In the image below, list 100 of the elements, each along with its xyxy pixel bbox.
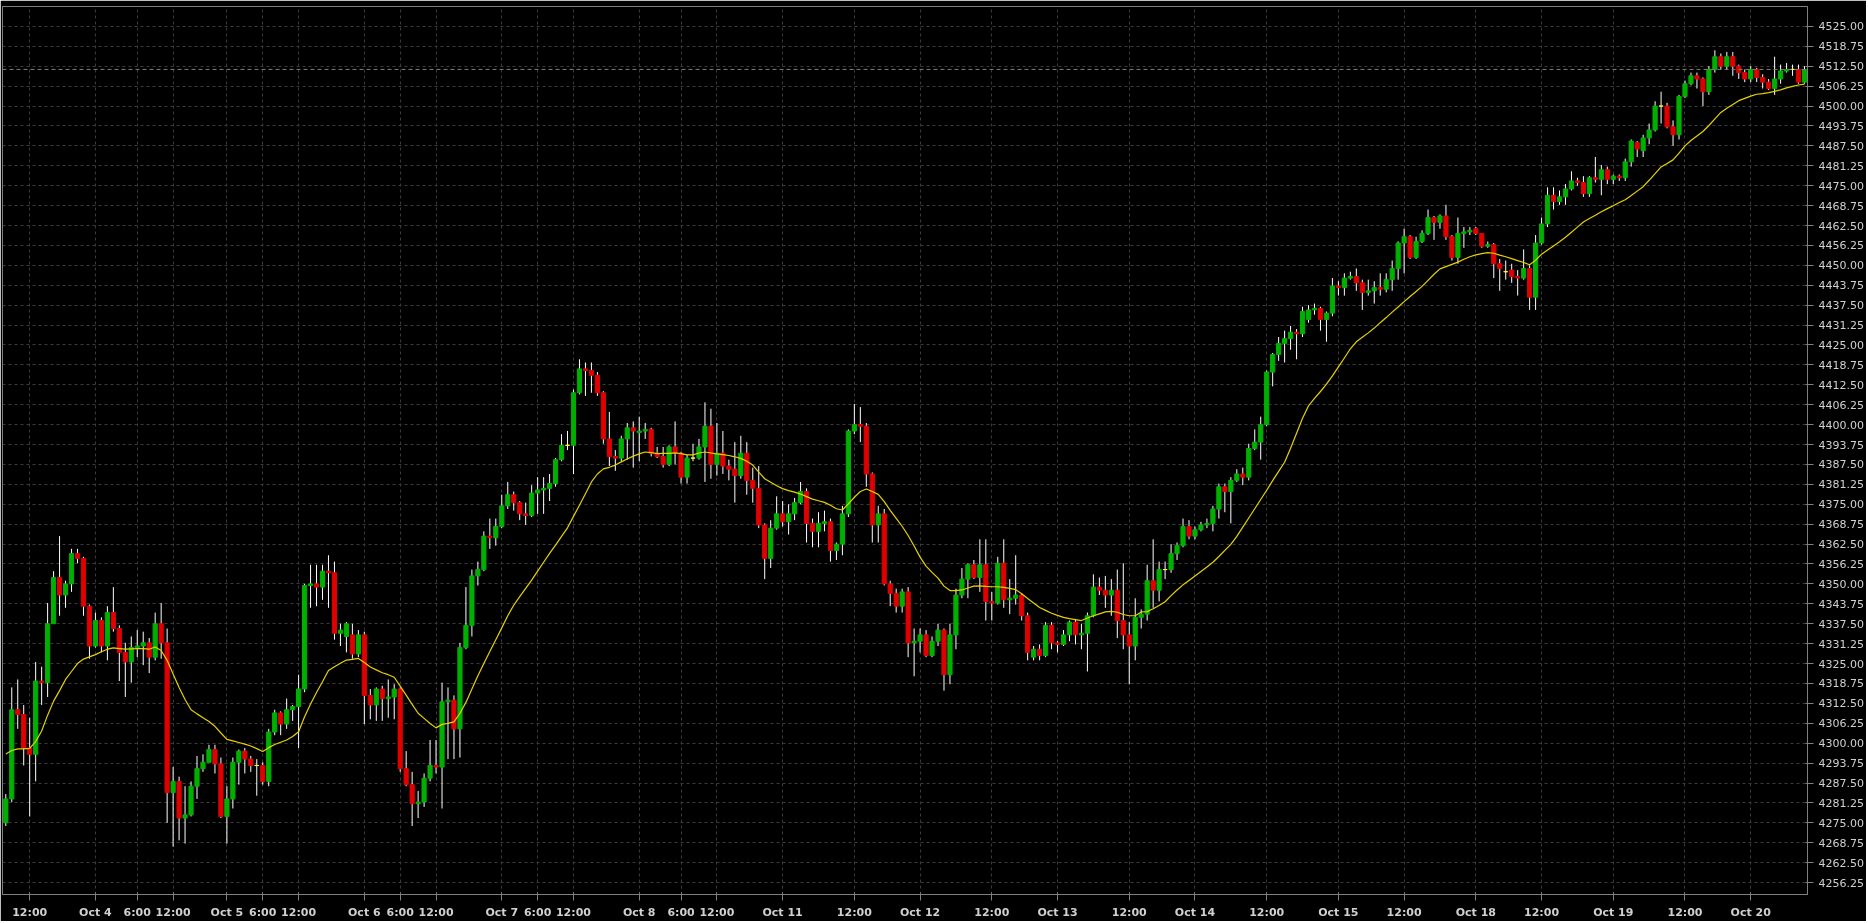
x-tick-label: 6:00: [249, 905, 277, 919]
y-tick-label: 4393.75: [1818, 438, 1864, 452]
x-tick-label: 12:00: [974, 905, 1010, 919]
candlestick: [1712, 49, 1718, 74]
y-tick-label: 4362.50: [1818, 538, 1864, 552]
y-tick-label: 4325.00: [1818, 657, 1864, 671]
candlestick: [487, 518, 493, 550]
candlestick: [1317, 306, 1324, 332]
candlestick: [260, 761, 266, 786]
x-tick-label: 12:00: [1111, 905, 1148, 919]
y-tick-label: 4287.50: [1818, 777, 1864, 790]
x-tick-label: 6:00: [667, 905, 696, 919]
y-tick-label: 4500.00: [1818, 100, 1864, 114]
y-tick-label: 4406.25: [1818, 398, 1864, 412]
candlestick: [170, 766, 176, 848]
candlestick: [672, 420, 678, 465]
candlestick: [1706, 65, 1712, 96]
candlestick: [1072, 618, 1079, 645]
x-tick-label: 12:00: [418, 905, 454, 919]
candlestick: [313, 564, 320, 607]
y-tick-label: 4400.00: [1818, 418, 1864, 432]
x-tick-label: 6:00: [123, 905, 152, 919]
y-tick-label: 4468.75: [1818, 199, 1864, 213]
y-tick-label: 4506.25: [1818, 80, 1864, 94]
x-tick-label: Oct 11: [762, 905, 803, 919]
x-tick-label: Oct 5: [210, 905, 244, 919]
candlestick: [899, 588, 905, 614]
candlestick: [278, 710, 284, 736]
candlestick: [648, 427, 654, 457]
candlestick: [666, 444, 672, 467]
candlestick: [1407, 234, 1413, 260]
x-tick-label: 6:00: [523, 905, 552, 919]
x-tick-label: 12:00: [1524, 905, 1560, 919]
candlestick: [630, 420, 636, 469]
candlestick: [146, 637, 152, 674]
y-tick-label: 4331.25: [1818, 637, 1864, 651]
x-tick-label: Oct 8: [622, 905, 656, 919]
candlestick: [690, 443, 696, 462]
candlestick: [678, 451, 684, 485]
y-tick-label: 4450.00: [1818, 259, 1864, 273]
candlestick: [1156, 561, 1162, 602]
x-tick-label: 12:00: [1386, 905, 1422, 919]
y-tick-label: 4312.50: [1818, 697, 1864, 711]
y-tick-label: 4437.50: [1818, 299, 1864, 313]
y-tick-label: 4387.50: [1818, 458, 1864, 472]
x-tick-label: Oct 7: [485, 905, 519, 919]
candlestick: [319, 564, 326, 601]
y-tick-label: 4293.75: [1818, 757, 1864, 771]
candlestick: [39, 666, 45, 706]
candlestick: [714, 422, 720, 477]
y-tick-label: 4456.25: [1818, 239, 1864, 253]
candlestick: [780, 500, 786, 528]
y-tick-label: 4268.75: [1818, 836, 1864, 850]
x-tick-label: Oct 13: [1037, 905, 1078, 919]
x-tick-label: 12:00: [1667, 905, 1703, 919]
candlestick: [1658, 91, 1664, 125]
y-tick-label: 4281.25: [1818, 796, 1864, 810]
candlestick: [1150, 538, 1156, 609]
candlestick: [1108, 578, 1114, 617]
candlestick: [738, 435, 744, 480]
candlestick: [379, 685, 385, 722]
candlestick: [875, 505, 881, 543]
candlestick: [684, 454, 690, 485]
candlestick: [1186, 519, 1192, 540]
x-tick-label: 12:00: [836, 905, 873, 919]
x-tick-label: 6:00: [386, 905, 415, 919]
y-tick-label: 4262.50: [1818, 856, 1864, 870]
x-tick-label: Oct 18: [1455, 905, 1496, 919]
y-tick-label: 4356.25: [1818, 557, 1864, 571]
candlestick: [971, 559, 977, 580]
y-tick-label: 4350.00: [1818, 577, 1864, 591]
x-tick-label: Oct 12: [899, 905, 941, 919]
candlestick: [923, 629, 929, 658]
y-tick-label: 4431.25: [1818, 319, 1864, 333]
y-tick-label: 4425.00: [1818, 338, 1864, 352]
candlestick: [1586, 175, 1592, 198]
y-tick-label: 4275.00: [1818, 816, 1864, 830]
y-tick-label: 4306.25: [1818, 717, 1864, 731]
candlestick: [56, 535, 63, 617]
candlestick: [1521, 248, 1527, 281]
candlestick: [433, 739, 439, 774]
x-tick-label: 12:00: [699, 905, 735, 919]
candlestick: [1592, 156, 1598, 184]
line-series: [5, 83, 1806, 755]
y-tick-label: 4418.75: [1818, 358, 1864, 372]
candlestick: [1437, 213, 1443, 230]
x-tick-label: Oct 4: [79, 905, 113, 919]
y-tick-label: 4462.50: [1818, 219, 1864, 233]
x-tick-label: Oct 15: [1318, 905, 1359, 919]
x-tick-label: Oct 14: [1174, 905, 1216, 919]
y-tick-label: 4318.75: [1818, 677, 1864, 691]
y-tick-label: 4412.50: [1818, 378, 1864, 392]
y-tick-label: 4512.50: [1818, 60, 1864, 74]
y-tick-label: 4343.75: [1818, 597, 1864, 611]
x-tick-label: 12:00: [555, 905, 592, 919]
candlestick: [373, 686, 379, 722]
x-tick-label: 12:00: [281, 905, 317, 919]
candlestick: [349, 623, 355, 660]
y-tick-label: 4518.75: [1818, 40, 1864, 54]
x-tick-label: Oct 19: [1593, 905, 1634, 919]
